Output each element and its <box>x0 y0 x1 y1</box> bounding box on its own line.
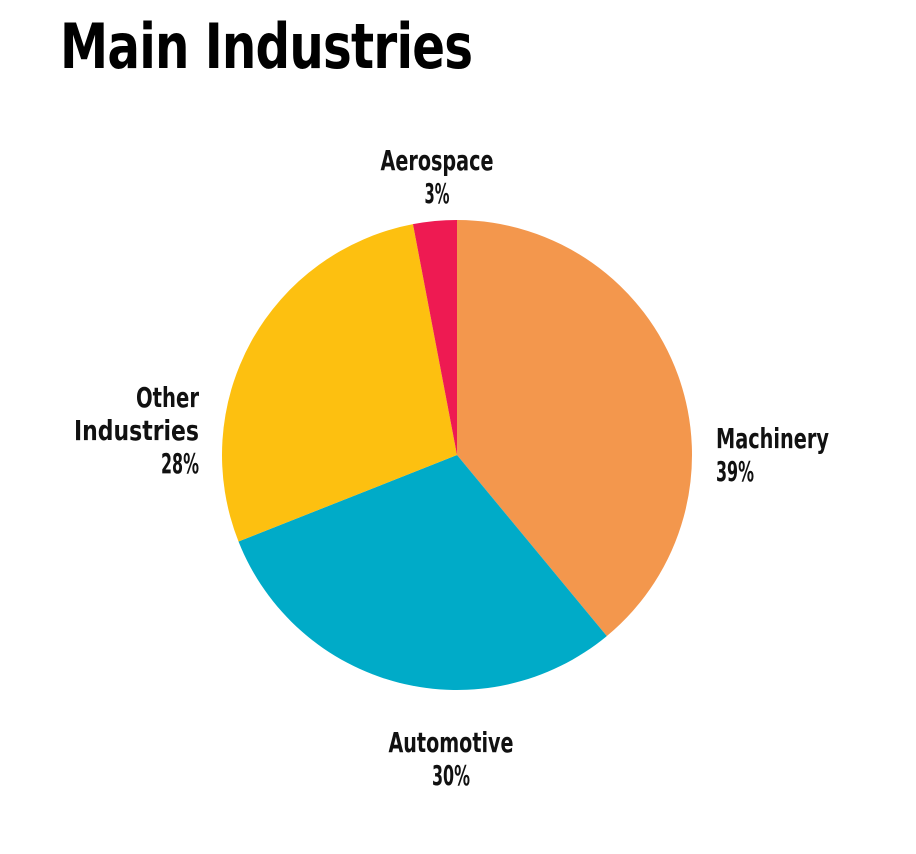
chart-title: Main Industries <box>60 10 473 83</box>
pie-labels: Machinery 39% Automotive 30% Other Industries… <box>74 144 829 792</box>
pie-slice-aerospace <box>412 220 457 455</box>
slice-label-other-industries: Other Industries 28% <box>74 381 199 480</box>
pie-slice-machinery <box>457 220 692 637</box>
slice-label-machinery: Machinery 39% <box>716 422 829 488</box>
slice-label-automotive: Automotive 30% <box>389 726 514 792</box>
pie-slice-automotive <box>238 455 607 690</box>
pie-slice-other-industries <box>221 224 457 542</box>
pie-slices <box>221 220 692 690</box>
slice-label-aerospace: Aerospace 3% <box>381 144 494 210</box>
